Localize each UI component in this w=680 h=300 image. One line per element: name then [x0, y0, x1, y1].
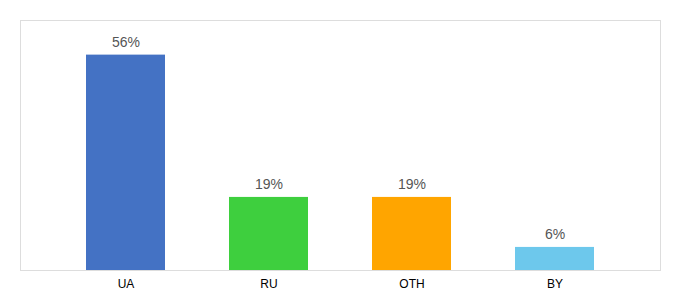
svg-text:19%: 19%: [255, 176, 283, 192]
svg-text:UA: UA: [118, 277, 135, 291]
svg-text:RU: RU: [260, 277, 277, 291]
svg-text:19%: 19%: [398, 176, 426, 192]
svg-text:56%: 56%: [112, 34, 140, 50]
svg-text:OTH: OTH: [399, 277, 424, 291]
svg-text:6%: 6%: [545, 226, 565, 242]
svg-text:BY: BY: [547, 277, 563, 291]
